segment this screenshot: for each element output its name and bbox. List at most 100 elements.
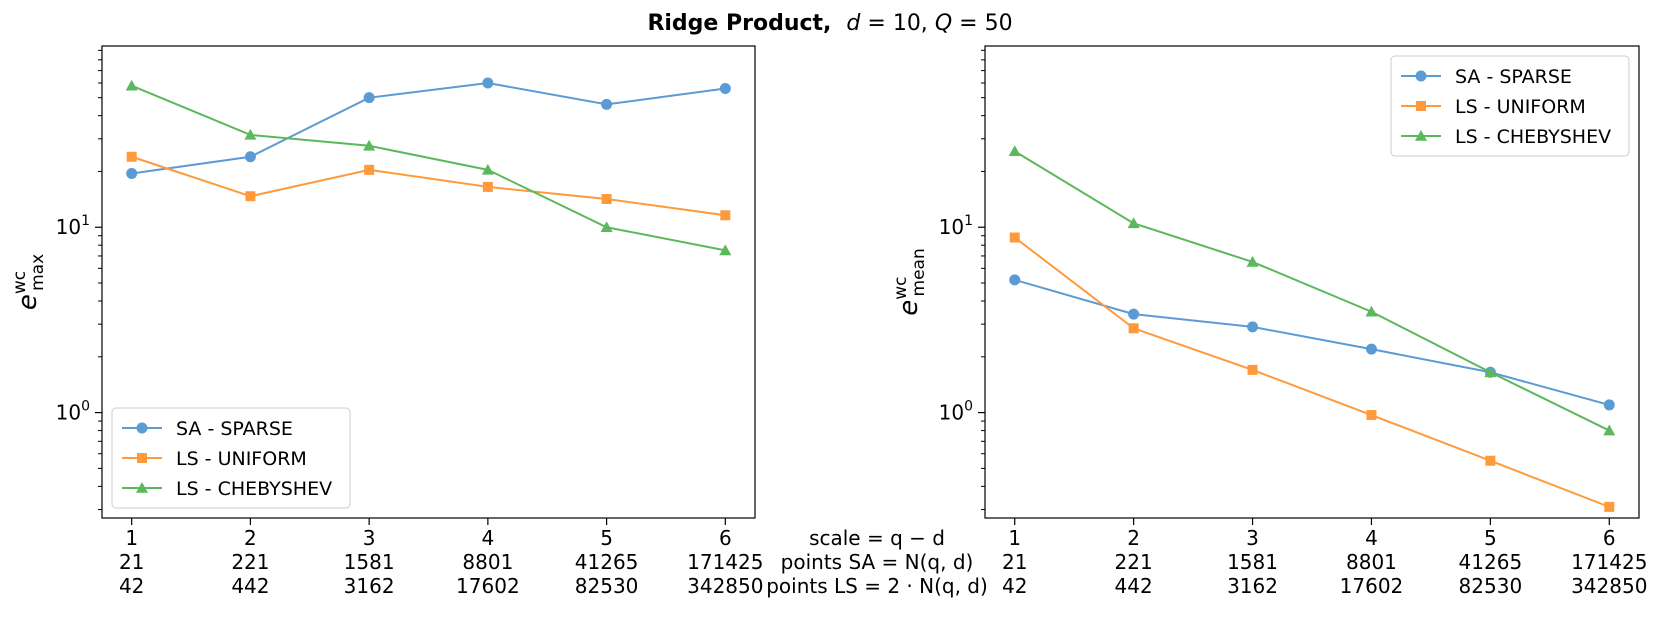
y-tick-label: 101 (56, 213, 90, 239)
x-tick-label-points-sa: 221 (1115, 550, 1153, 574)
legend-label: LS - UNIFORM (1455, 96, 1586, 118)
x-tick-label-points-sa: 8801 (1346, 550, 1397, 574)
data-point (1009, 232, 1020, 243)
x-tick-label-scale: 3 (1246, 526, 1259, 550)
data-point (245, 191, 256, 202)
data-point (1366, 410, 1377, 421)
data-point (126, 167, 138, 179)
y-tick-label: 100 (56, 399, 90, 425)
x-tick-label-scale: 3 (363, 526, 376, 550)
x-tick-label-points-sa: 1581 (1227, 550, 1278, 574)
x-tick-label-scale: 2 (244, 526, 257, 550)
x-tick-label-points-ls: 42 (1002, 574, 1027, 598)
x-tick-label-scale: 6 (1603, 526, 1616, 550)
legend-marker (137, 453, 147, 463)
data-point (482, 77, 494, 89)
x-tick-label-points-ls: 42 (119, 574, 144, 598)
x-tick-label-scale: 5 (600, 526, 613, 550)
title-q-value: = 50 (959, 11, 1012, 36)
x-tick-label-points-ls: 342850 (687, 574, 763, 598)
data-point (482, 181, 493, 192)
legend-marker (136, 422, 148, 434)
title-q-symbol: Q (935, 11, 952, 36)
legend-frame (111, 407, 351, 509)
data-point (1128, 323, 1139, 334)
legend-marker (1415, 70, 1427, 82)
series-line (131, 81, 726, 175)
series-sa-sparse (126, 77, 731, 179)
series-line (131, 84, 726, 252)
data-point (719, 83, 731, 95)
data-point (244, 151, 256, 163)
data-point (363, 139, 376, 151)
x-tick-label-points-ls: 82530 (1459, 574, 1523, 598)
legend-marker (1415, 130, 1427, 141)
title-d-value: = 10, (867, 11, 934, 36)
data-point (1604, 501, 1615, 512)
data-point (1603, 399, 1615, 411)
x-tick-label-points-ls: 17602 (1340, 574, 1404, 598)
legend-frame (1390, 55, 1630, 157)
x-tick-label-points-ls: 82530 (575, 574, 639, 598)
x-tick-label-points-ls: 442 (231, 574, 269, 598)
plot-frame (101, 45, 756, 519)
y-tick-label: 101 (939, 213, 973, 239)
data-point (1603, 424, 1616, 436)
data-point (1247, 321, 1259, 333)
data-point (600, 221, 613, 233)
title-d-symbol: d (846, 11, 861, 36)
data-point (125, 79, 138, 91)
title-bold: Ridge Product, (647, 11, 831, 36)
data-point (1128, 308, 1140, 320)
center-label-scale: scale = q − d (809, 526, 945, 550)
x-tick-label-points-sa: 41265 (1459, 550, 1523, 574)
series-line (1014, 236, 1610, 508)
center-label-points-ls: points LS = 2 · N(q, d) (766, 574, 988, 598)
x-tick-label-points-sa: 41265 (575, 550, 639, 574)
x-tick-label-points-ls: 17602 (456, 574, 520, 598)
x-tick-label-scale: 1 (1008, 526, 1021, 550)
series-line (131, 155, 726, 217)
x-tick-label-points-sa: 1581 (344, 550, 395, 574)
data-point (126, 151, 137, 162)
data-point (1127, 217, 1140, 229)
data-point (1365, 343, 1377, 355)
y-axis-label: ewcmean (891, 248, 929, 315)
x-tick-label-points-ls: 342850 (1571, 574, 1647, 598)
legend: SA - SPARSE LS - UNIFORM LS - CHEBYSHEV (1390, 55, 1630, 157)
data-point (363, 92, 375, 104)
legend-marker (1416, 101, 1426, 111)
series-line (1014, 150, 1610, 432)
series-ls-uniform (1009, 232, 1615, 512)
legend-label: LS - CHEBYSHEV (176, 478, 332, 500)
x-tick-label-scale: 2 (1127, 526, 1140, 550)
series-ls-uniform (126, 151, 731, 221)
data-point (1484, 366, 1497, 378)
data-point (1008, 145, 1021, 157)
data-point (719, 244, 732, 256)
x-tick-label-points-sa: 171425 (1571, 550, 1647, 574)
x-tick-label-points-sa: 171425 (687, 550, 763, 574)
data-point (1246, 255, 1259, 267)
x-tick-label-scale: 6 (719, 526, 732, 550)
data-point (1485, 455, 1496, 466)
legend-label: LS - UNIFORM (176, 448, 307, 470)
y-axis-label: ewcmax (10, 254, 48, 310)
x-tick-label-points-ls: 3162 (1227, 574, 1278, 598)
legend-label: LS - CHEBYSHEV (1455, 126, 1611, 148)
data-point (720, 210, 731, 221)
series-ls-chebyshev (1008, 145, 1616, 436)
legend-label: SA - SPARSE (1455, 66, 1572, 88)
series-line (1014, 278, 1610, 406)
x-tick-label-points-ls: 442 (1115, 574, 1153, 598)
data-point (601, 194, 612, 205)
legend-label: SA - SPARSE (176, 418, 293, 440)
data-point (1365, 305, 1378, 317)
chart-title: Ridge Product, d = 10, Q = 50 (647, 11, 1012, 36)
plot-frame (984, 45, 1640, 519)
y-tick-label: 100 (939, 399, 973, 425)
x-tick-label-scale: 5 (1484, 526, 1497, 550)
